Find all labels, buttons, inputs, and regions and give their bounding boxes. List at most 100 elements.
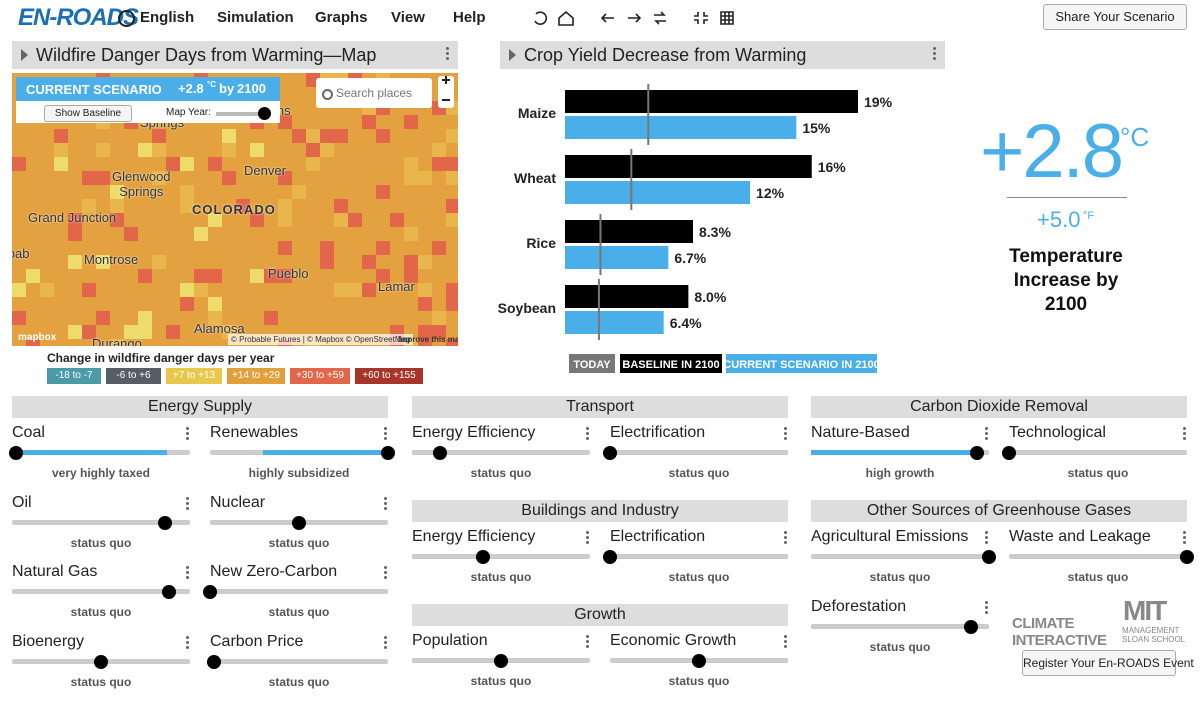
ci-logo: CLIMATE INTERACTIVE bbox=[1012, 615, 1107, 649]
map-tile bbox=[250, 269, 264, 283]
menu-dots[interactable] bbox=[186, 496, 189, 500]
menu-dots[interactable] bbox=[384, 496, 387, 500]
menu-dots[interactable] bbox=[985, 427, 988, 430]
search-box[interactable]: Search places bbox=[316, 78, 432, 108]
map-tile bbox=[208, 269, 222, 283]
menu-dots[interactable] bbox=[384, 427, 387, 430]
map-tile bbox=[26, 339, 40, 346]
table-icon[interactable] bbox=[720, 11, 734, 25]
fullscreen-icon[interactable] bbox=[694, 12, 708, 24]
menu-item[interactable]: View bbox=[391, 9, 425, 26]
menu-dots[interactable] bbox=[1183, 531, 1186, 534]
register-button[interactable]: Register Your En-ROADS Event bbox=[1022, 650, 1194, 676]
map-tile bbox=[376, 241, 390, 255]
share-button[interactable]: Share Your Scenario bbox=[1043, 4, 1187, 30]
menu-dots[interactable] bbox=[384, 566, 387, 569]
slider-knob[interactable] bbox=[8, 446, 23, 460]
slider-knob[interactable] bbox=[603, 550, 617, 564]
slider-knob[interactable] bbox=[476, 550, 491, 564]
slider-knob[interactable] bbox=[1180, 550, 1194, 564]
slider-knob[interactable] bbox=[292, 515, 306, 530]
menu-dots[interactable] bbox=[784, 531, 787, 534]
slider-status: status quo bbox=[70, 535, 132, 550]
map-tile bbox=[194, 283, 208, 297]
slider-knob[interactable] bbox=[964, 619, 979, 634]
slider-knob[interactable] bbox=[381, 446, 395, 460]
menu-item[interactable]: Help bbox=[453, 9, 486, 26]
slider-knob[interactable] bbox=[206, 654, 221, 669]
place-label: Pueblo bbox=[268, 266, 309, 281]
slider-knob[interactable] bbox=[982, 550, 996, 564]
map-tile bbox=[446, 129, 458, 143]
swap-icon[interactable] bbox=[654, 11, 666, 25]
map-tile bbox=[292, 185, 306, 199]
map-tile bbox=[334, 213, 348, 227]
legend-swatch bbox=[569, 354, 615, 373]
map-tile bbox=[418, 171, 432, 185]
legend-item: +14 to +29 bbox=[227, 368, 285, 384]
map-tile bbox=[264, 269, 278, 283]
slider-label: Carbon Price bbox=[210, 632, 304, 650]
back-icon[interactable] bbox=[600, 13, 614, 23]
menu-dots[interactable] bbox=[384, 635, 387, 639]
map-tile bbox=[418, 339, 432, 346]
slider-track bbox=[412, 554, 590, 559]
menu-item[interactable]: Simulation bbox=[217, 9, 294, 26]
slider-track bbox=[412, 450, 590, 455]
map-tile bbox=[446, 157, 458, 171]
menu-dots[interactable] bbox=[186, 427, 189, 430]
menu-dots[interactable] bbox=[586, 531, 589, 534]
scenario-header bbox=[16, 77, 280, 101]
map-tile bbox=[320, 129, 334, 143]
map-tile bbox=[320, 143, 334, 157]
map-tile bbox=[432, 157, 446, 171]
slider-knob[interactable] bbox=[433, 446, 448, 460]
mapbox-logo: mapbox bbox=[18, 332, 57, 343]
slider-knob[interactable] bbox=[94, 654, 108, 669]
menu-dots[interactable] bbox=[446, 47, 449, 50]
menu-item[interactable]: Graphs bbox=[315, 9, 368, 26]
slider-knob[interactable] bbox=[203, 585, 217, 599]
slider-knob[interactable] bbox=[161, 585, 176, 599]
slider-knob[interactable] bbox=[494, 654, 508, 668]
undo-icon[interactable] bbox=[534, 11, 548, 25]
map-tile bbox=[222, 143, 236, 157]
slider-knob[interactable] bbox=[692, 654, 706, 668]
menu-dots[interactable] bbox=[186, 566, 189, 569]
slider-knob[interactable] bbox=[603, 446, 617, 460]
menu-dots[interactable] bbox=[784, 427, 787, 430]
map-tile bbox=[110, 199, 124, 213]
map-tile bbox=[180, 199, 194, 213]
menu-dots[interactable] bbox=[933, 47, 936, 50]
map-year-knob[interactable] bbox=[258, 107, 271, 120]
map[interactable]: SpringsGlenwood SpringsDenverCOLORADOGra… bbox=[12, 73, 458, 346]
forward-icon[interactable] bbox=[628, 13, 642, 23]
temp-f-unit: °F bbox=[1083, 210, 1095, 222]
improve-link[interactable]: Improve this map bbox=[398, 335, 458, 344]
scenario-by: by bbox=[219, 81, 235, 96]
show-baseline-button[interactable]: Show Baseline bbox=[44, 105, 132, 122]
menu-dots[interactable] bbox=[784, 635, 787, 638]
slider-status: status quo bbox=[70, 674, 132, 689]
menu-dots[interactable] bbox=[1183, 427, 1186, 430]
value-label: 16% bbox=[818, 159, 847, 175]
slider-knob[interactable] bbox=[1002, 446, 1016, 460]
menu-dots[interactable] bbox=[186, 635, 189, 639]
menu-dots[interactable] bbox=[985, 600, 988, 604]
menu-dots[interactable] bbox=[586, 635, 589, 638]
map-tile bbox=[418, 325, 432, 339]
home-icon[interactable] bbox=[558, 10, 574, 26]
slider-label: Technological bbox=[1009, 424, 1106, 441]
menu-dots[interactable] bbox=[985, 531, 988, 534]
menu-item[interactable]: English bbox=[140, 9, 195, 26]
slider-label: Bioenergy bbox=[12, 632, 85, 650]
legend-swatch bbox=[620, 354, 722, 373]
slider-knob[interactable] bbox=[158, 515, 173, 530]
map-tile bbox=[54, 143, 68, 157]
menu-dots[interactable] bbox=[586, 427, 589, 430]
slider-knob[interactable] bbox=[969, 446, 984, 460]
toolbar-icons bbox=[534, 10, 734, 26]
search-icon bbox=[322, 89, 333, 100]
map-tile bbox=[362, 283, 376, 297]
